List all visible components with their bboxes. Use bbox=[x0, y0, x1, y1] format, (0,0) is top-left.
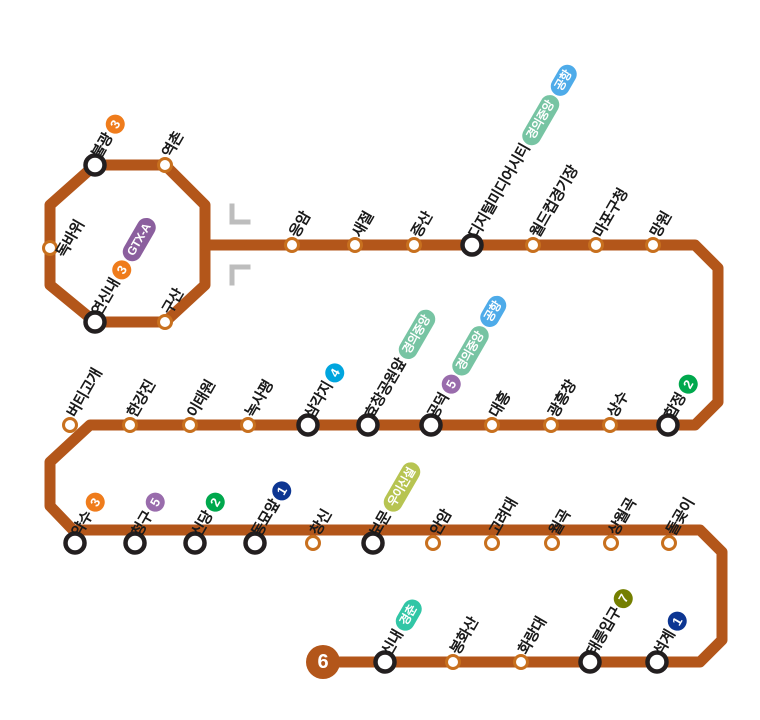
station-dot-major[interactable] bbox=[183, 531, 207, 555]
station-dot[interactable] bbox=[240, 417, 256, 433]
station-dot-major[interactable] bbox=[656, 413, 680, 437]
station-dot-major[interactable] bbox=[63, 531, 87, 555]
station-dot-major[interactable] bbox=[578, 650, 602, 674]
line-6-main-trunk bbox=[44, 239, 728, 668]
station-dot-major[interactable] bbox=[361, 531, 385, 555]
station-dot[interactable] bbox=[406, 237, 422, 253]
station-dot[interactable] bbox=[157, 157, 173, 173]
station-dot[interactable] bbox=[602, 417, 618, 433]
station-dot[interactable] bbox=[62, 417, 78, 433]
station-dot[interactable] bbox=[284, 237, 300, 253]
station-dot[interactable] bbox=[122, 417, 138, 433]
station-dot[interactable] bbox=[543, 417, 559, 433]
station-dot-major[interactable] bbox=[83, 310, 107, 334]
station-dot-major[interactable] bbox=[123, 531, 147, 555]
station-dot-major[interactable] bbox=[243, 531, 267, 555]
station-dot[interactable] bbox=[588, 237, 604, 253]
station-dot[interactable] bbox=[544, 535, 560, 551]
station-dot-major[interactable] bbox=[296, 413, 320, 437]
station-dot[interactable] bbox=[157, 314, 173, 330]
station-dot[interactable] bbox=[425, 535, 441, 551]
station-dot[interactable] bbox=[182, 417, 198, 433]
station-dot[interactable] bbox=[603, 535, 619, 551]
station-dot-major[interactable] bbox=[356, 413, 380, 437]
station-dot[interactable] bbox=[305, 535, 321, 551]
station-dot[interactable] bbox=[445, 654, 461, 670]
station-dots bbox=[42, 153, 680, 674]
station-dot[interactable] bbox=[484, 417, 500, 433]
line-number-roundel[interactable]: 6 bbox=[306, 645, 340, 679]
station-dot[interactable] bbox=[645, 237, 661, 253]
branch-arrow-icons bbox=[229, 203, 251, 286]
station-dot[interactable] bbox=[484, 535, 500, 551]
station-dot-major[interactable] bbox=[83, 153, 107, 177]
station-dot[interactable] bbox=[513, 654, 529, 670]
station-dot[interactable] bbox=[525, 237, 541, 253]
station-dot-major[interactable] bbox=[373, 650, 397, 674]
station-dot[interactable] bbox=[661, 535, 677, 551]
station-dot[interactable] bbox=[42, 240, 58, 256]
station-dot-major[interactable] bbox=[460, 233, 484, 257]
station-dot-major[interactable] bbox=[645, 650, 669, 674]
station-dot[interactable] bbox=[347, 237, 363, 253]
station-dot-major[interactable] bbox=[419, 413, 443, 437]
